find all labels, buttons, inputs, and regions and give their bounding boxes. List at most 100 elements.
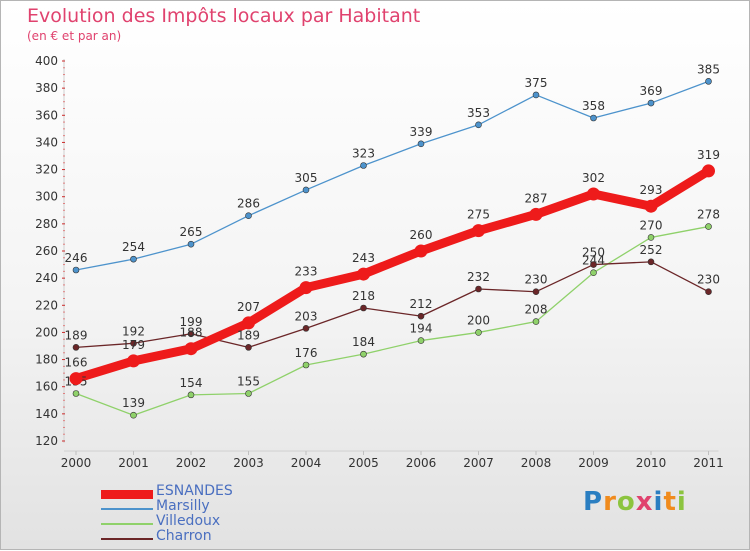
y-tick-label: 360 [35, 108, 58, 122]
data-label-esnandes: 275 [467, 208, 490, 222]
data-label-marsilly: 265 [180, 225, 203, 239]
data-label-marsilly: 323 [352, 147, 375, 161]
data-point-charron [475, 285, 482, 293]
series-line-marsilly [75, 80, 710, 271]
data-label-villedoux: 139 [122, 396, 145, 410]
data-label-villedoux: 270 [640, 218, 663, 232]
data-point-charron [647, 258, 655, 266]
y-tick-label: 340 [35, 135, 58, 149]
data-point-esnandes [299, 281, 313, 295]
logo-letter: t [663, 487, 677, 517]
data-point-charron [72, 344, 80, 351]
data-point-marsilly [705, 78, 712, 85]
y-tick-label: 140 [35, 407, 58, 421]
data-label-esnandes: 302 [582, 171, 605, 185]
y-tick-label: 120 [35, 434, 58, 448]
chart-subtitle: (en € et par an) [27, 29, 122, 43]
data-point-esnandes [644, 199, 658, 213]
x-tick-label: 2005 [348, 456, 379, 470]
data-point-villedoux [302, 361, 310, 369]
y-tick-label: 160 [35, 380, 58, 394]
series-line-charron [75, 261, 710, 349]
data-point-marsilly [187, 240, 195, 248]
data-label-esnandes: 179 [122, 338, 145, 352]
series-line-esnandes [71, 166, 713, 384]
data-point-marsilly [360, 162, 367, 169]
y-tick-label: 380 [35, 81, 58, 95]
data-label-villedoux: 208 [525, 303, 548, 317]
legend-label: ESNANDES [156, 483, 233, 499]
chart-title: Evolution des Impôts locaux par Habitant [27, 5, 421, 27]
data-label-esnandes: 260 [410, 228, 433, 242]
x-tick-label: 2009 [578, 456, 609, 470]
x-tick-label: 2000 [61, 456, 92, 470]
data-point-marsilly [590, 114, 597, 122]
data-point-charron [590, 261, 597, 268]
data-label-marsilly: 305 [295, 171, 318, 185]
data-point-esnandes [184, 342, 198, 356]
legend-swatch [101, 538, 153, 540]
data-point-esnandes [357, 267, 370, 281]
data-label-esnandes: 287 [525, 191, 548, 205]
logo-letter: x [635, 487, 654, 517]
data-label-marsilly: 254 [122, 240, 145, 254]
data-label-esnandes: 233 [295, 265, 318, 279]
legend-swatch [101, 523, 153, 525]
data-label-marsilly: 246 [65, 251, 88, 265]
data-point-marsilly [130, 255, 137, 263]
y-tick-label: 400 [35, 54, 58, 68]
data-label-charron: 252 [640, 243, 663, 257]
data-point-esnandes [472, 224, 485, 238]
logo-letter: i [653, 487, 664, 517]
x-tick-label: 2001 [118, 456, 149, 470]
x-tick-label: 2008 [521, 456, 552, 470]
data-label-esnandes: 243 [352, 251, 375, 265]
data-point-marsilly [647, 99, 655, 107]
data-label-charron: 189 [237, 328, 260, 342]
data-point-villedoux [360, 350, 367, 358]
data-point-esnandes [529, 207, 543, 221]
data-label-marsilly: 286 [237, 197, 260, 211]
data-point-marsilly [532, 91, 540, 99]
data-point-charron [360, 304, 367, 312]
data-point-charron [245, 344, 252, 351]
legend-label: Charron [156, 528, 212, 544]
x-tick-label: 2010 [636, 456, 667, 470]
data-point-marsilly [417, 140, 425, 148]
x-tick-label: 2004 [291, 456, 322, 470]
data-point-esnandes [414, 244, 428, 258]
data-point-charron [130, 339, 137, 347]
logo-letter: P [583, 487, 604, 517]
data-label-esnandes: 293 [640, 183, 663, 197]
data-label-charron: 232 [467, 270, 490, 284]
x-tick-label: 2006 [406, 456, 437, 470]
x-tick-label: 2003 [233, 456, 264, 470]
y-tick-label: 240 [35, 271, 58, 285]
data-point-charron [302, 325, 310, 332]
data-label-villedoux: 184 [352, 335, 375, 349]
logo-letter: r [603, 487, 617, 517]
y-tick-label: 320 [35, 163, 58, 177]
data-point-villedoux [245, 390, 252, 397]
logo-letter: o [616, 487, 636, 517]
data-point-marsilly [245, 212, 252, 220]
data-label-villedoux: 278 [697, 208, 720, 222]
data-label-esnandes: 319 [697, 148, 720, 162]
data-point-charron [187, 330, 195, 338]
legend-label: Marsilly [156, 498, 210, 514]
data-label-charron: 199 [180, 315, 203, 329]
data-label-villedoux: 200 [467, 313, 490, 327]
data-point-marsilly [72, 266, 80, 274]
y-tick-label: 200 [35, 325, 58, 339]
data-label-villedoux: 154 [180, 376, 203, 390]
data-point-villedoux [130, 411, 137, 419]
data-point-esnandes [127, 354, 140, 368]
data-point-esnandes [702, 164, 715, 178]
data-label-villedoux: 176 [295, 346, 318, 360]
data-point-esnandes [69, 372, 83, 386]
y-tick-label: 260 [35, 244, 58, 258]
data-point-villedoux [475, 329, 482, 336]
y-tick-label: 280 [35, 217, 58, 231]
x-tick-label: 2002 [176, 456, 207, 470]
